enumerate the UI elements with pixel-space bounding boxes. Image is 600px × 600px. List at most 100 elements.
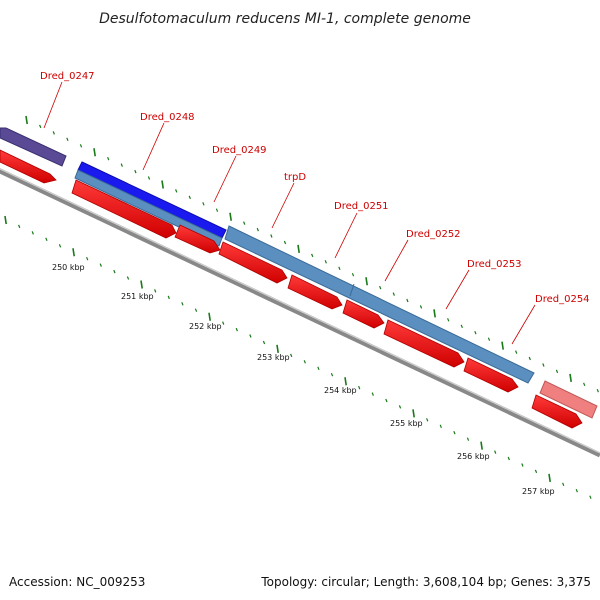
minor-tick bbox=[202, 202, 205, 206]
major-tick bbox=[412, 409, 415, 418]
minor-tick bbox=[134, 169, 137, 174]
major-tick bbox=[569, 373, 572, 383]
minor-tick bbox=[528, 356, 531, 361]
minor-tick bbox=[311, 253, 314, 258]
cds-arrow-dred-0251[interactable] bbox=[342, 299, 385, 329]
minor-tick bbox=[194, 308, 198, 312]
minor-tick bbox=[262, 340, 266, 345]
minor-tick bbox=[120, 163, 123, 167]
major-tick bbox=[4, 215, 7, 225]
minor-tick bbox=[18, 224, 21, 229]
minor-tick bbox=[317, 366, 320, 371]
minor-tick bbox=[86, 256, 89, 261]
minor-tick bbox=[66, 137, 69, 142]
scale-label-layer: 250 kbp 251 kbp 252 kbp 253 kbp 254 kbp … bbox=[52, 263, 555, 496]
gene-block-trpd-group[interactable] bbox=[224, 225, 535, 384]
minor-tick bbox=[589, 495, 592, 499]
cds-arrow-dred-0247[interactable] bbox=[71, 179, 177, 239]
scale-label: 257 kbp bbox=[522, 487, 555, 496]
minor-tick bbox=[371, 392, 374, 396]
minor-tick bbox=[249, 334, 252, 338]
inner-tick-row bbox=[4, 215, 592, 499]
genome-summary-text: Topology: circular; Length: 3,608,104 bp… bbox=[260, 575, 591, 589]
leader-line-dred-0249 bbox=[213, 155, 237, 203]
genome-backbone-highlight bbox=[0, 168, 600, 454]
cds-track bbox=[0, 149, 583, 429]
scale-label: 255 kbp bbox=[390, 419, 423, 428]
minor-tick bbox=[107, 156, 110, 161]
scale-label: 256 kbp bbox=[457, 452, 490, 461]
outer-tick-row bbox=[25, 115, 599, 393]
minor-tick bbox=[167, 295, 170, 300]
minor-tick bbox=[222, 321, 225, 325]
minor-tick bbox=[324, 260, 327, 264]
minor-tick bbox=[583, 382, 586, 387]
leader-line-dred-0254 bbox=[511, 304, 536, 345]
minor-tick bbox=[466, 437, 470, 441]
cds-arrow-dred-0248[interactable] bbox=[174, 224, 221, 254]
major-tick bbox=[208, 312, 211, 321]
major-tick bbox=[93, 148, 96, 157]
minor-tick bbox=[99, 263, 102, 267]
cds-arrow-dred-0249[interactable] bbox=[218, 241, 288, 284]
gene-label-dred-0248[interactable]: Dred_0248 bbox=[140, 112, 195, 123]
gene-block-dred-0249[interactable] bbox=[74, 169, 223, 247]
gene-label-dred-0252[interactable]: Dred_0252 bbox=[406, 229, 461, 240]
minor-tick bbox=[534, 469, 538, 474]
gene-label-dred-0251[interactable]: Dred_0251 bbox=[334, 201, 389, 212]
minor-tick bbox=[126, 276, 130, 280]
minor-tick bbox=[494, 450, 497, 454]
minor-tick bbox=[379, 285, 382, 290]
minor-tick bbox=[419, 305, 423, 309]
scale-label: 253 kbp bbox=[257, 353, 290, 362]
major-tick bbox=[548, 473, 551, 483]
gene-label-dred-0254[interactable]: Dred_0254 bbox=[535, 294, 590, 305]
map-title: Desulfotomaculum reducens MI-1, complete… bbox=[99, 11, 471, 27]
accession-text: Accession: NC_009253 bbox=[9, 575, 145, 589]
gene-block-dred-0246[interactable] bbox=[0, 127, 67, 167]
minor-tick bbox=[215, 208, 219, 212]
scale-label: 254 kbp bbox=[324, 386, 357, 395]
minor-tick bbox=[507, 456, 510, 461]
gene-block-dred-0254[interactable] bbox=[539, 380, 598, 419]
leader-line-dred-0253 bbox=[445, 269, 470, 310]
minor-tick bbox=[358, 385, 361, 390]
minor-tick bbox=[243, 221, 246, 225]
cds-arrow-dred-0254[interactable] bbox=[531, 394, 583, 429]
gene-track bbox=[0, 127, 598, 419]
minor-tick bbox=[426, 418, 429, 422]
cds-arrow-dred-0252[interactable] bbox=[383, 319, 465, 368]
minor-tick bbox=[45, 237, 48, 242]
minor-tick bbox=[447, 318, 450, 322]
leader-line-dred-0247 bbox=[43, 81, 63, 129]
minor-tick bbox=[453, 430, 456, 435]
major-tick bbox=[480, 441, 483, 450]
minor-tick bbox=[474, 330, 477, 335]
scale-label: 250 kbp bbox=[52, 263, 85, 272]
gene-label-dred-0253[interactable]: Dred_0253 bbox=[467, 259, 522, 270]
cds-arrow-trpd[interactable] bbox=[287, 274, 343, 310]
leader-line-dred-0248 bbox=[142, 122, 165, 171]
cds-arrow-dred-0246[interactable] bbox=[0, 149, 57, 184]
major-tick bbox=[344, 377, 347, 386]
scale-label: 251 kbp bbox=[121, 292, 154, 301]
minor-tick bbox=[338, 266, 341, 271]
gene-block-divider bbox=[349, 283, 355, 297]
minor-tick bbox=[175, 189, 178, 193]
minor-tick bbox=[330, 372, 334, 377]
gene-label-dred-0249[interactable]: Dred_0249 bbox=[212, 145, 267, 156]
minor-tick bbox=[487, 337, 491, 341]
minor-tick bbox=[575, 488, 578, 493]
minor-tick bbox=[31, 231, 34, 235]
minor-tick bbox=[515, 350, 518, 354]
minor-tick bbox=[439, 424, 442, 429]
minor-tick bbox=[303, 360, 306, 364]
minor-tick bbox=[398, 405, 402, 409]
minor-tick bbox=[181, 302, 184, 306]
gene-label-trpd[interactable]: trpD bbox=[284, 172, 306, 183]
genome-backbone bbox=[0, 168, 600, 458]
gene-label-dred-0247[interactable]: Dred_0247 bbox=[40, 71, 95, 82]
cds-arrow-dred-0253[interactable] bbox=[463, 357, 519, 393]
minor-tick bbox=[406, 298, 409, 303]
